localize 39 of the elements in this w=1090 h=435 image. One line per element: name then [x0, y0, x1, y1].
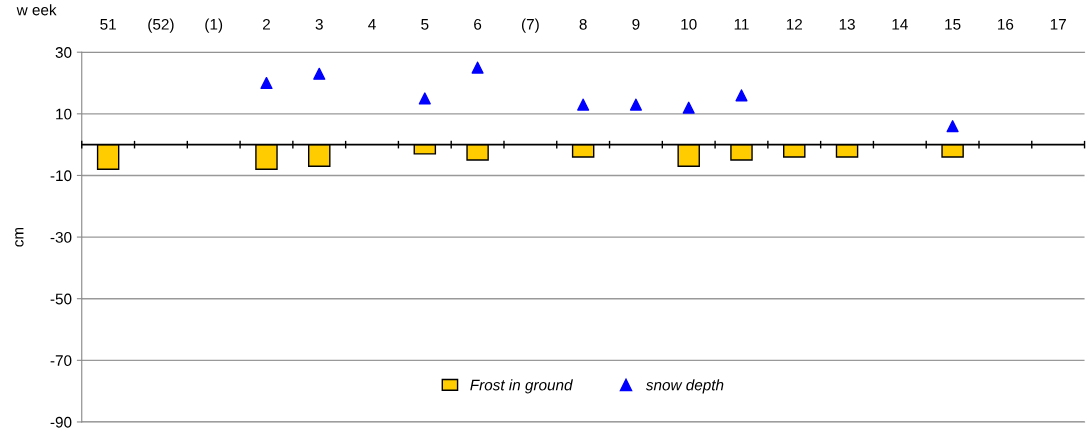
point — [577, 98, 590, 111]
x-tick-label: 14 — [892, 19, 908, 30]
point — [313, 67, 326, 80]
legend-label: Frost in ground — [470, 379, 573, 394]
y-tick-label: 10 — [56, 108, 72, 120]
point — [946, 120, 959, 133]
legend-label: snow depth — [645, 379, 724, 394]
x-tick-label: 6 — [474, 18, 482, 30]
x-tick-label: 2 — [263, 18, 270, 30]
point — [735, 89, 748, 102]
y-tick-label: -30 — [50, 231, 72, 243]
x-tick-label: 12 — [786, 18, 802, 30]
x-axis-title: w eek — [16, 4, 57, 16]
x-tick-label: 4 — [368, 19, 376, 30]
x-tick-label: (7) — [521, 18, 539, 33]
x-tick-label: (52) — [148, 18, 174, 33]
y-tick-label: 30 — [55, 47, 72, 58]
x-tick-label: 8 — [579, 18, 587, 30]
x-tick-label: 9 — [632, 18, 640, 30]
x-tick-label: (1) — [205, 18, 223, 33]
x-tick-label: 13 — [839, 18, 855, 30]
point — [418, 92, 431, 105]
y-tick-label: -70 — [50, 355, 72, 367]
y-tick-label: -10 — [50, 170, 72, 182]
point — [471, 61, 484, 74]
x-tick-label: 11 — [734, 19, 749, 30]
y-tick-label: -50 — [50, 293, 72, 305]
x-tick-label: 51 — [100, 19, 116, 30]
x-tick-label: 16 — [998, 18, 1014, 30]
x-tick-label: 3 — [315, 18, 323, 30]
y-tick-label: -90 — [50, 416, 72, 428]
y-axis-title: cm — [15, 227, 24, 247]
point — [260, 76, 273, 90]
x-tick-label: 10 — [681, 18, 697, 30]
x-tick-label: 15 — [945, 19, 961, 30]
point — [629, 98, 643, 111]
x-tick-label: 5 — [421, 19, 429, 30]
x-tick-label: 17 — [1050, 19, 1066, 30]
point — [682, 101, 695, 114]
